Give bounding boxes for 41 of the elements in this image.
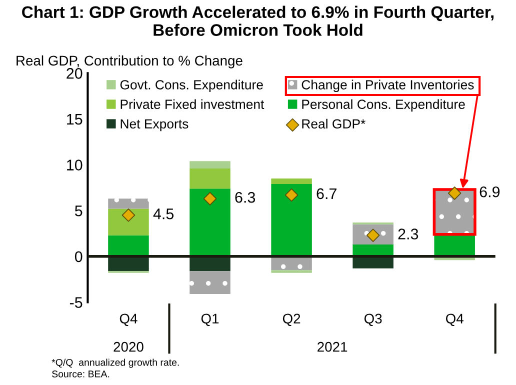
data-label: 6.3 [235, 192, 256, 203]
y-tick-label: -5 [70, 297, 82, 308]
legend-label: Private Fixed investment [120, 99, 264, 109]
legend-label: Govt. Cons. Expenditure [120, 80, 263, 92]
y-tick-label: 15 [67, 114, 82, 125]
text: 2020 [114, 342, 144, 352]
bar [190, 188, 230, 256]
point [203, 192, 217, 206]
bar [271, 270, 312, 273]
y-tick-label: 5 [74, 206, 82, 216]
bar [271, 178, 312, 184]
y-tick-label: 20 [66, 68, 82, 79]
legend-label: Personal Cons. Expenditure [302, 99, 465, 112]
point [284, 188, 298, 202]
x-tick-label: Q3 [364, 314, 382, 326]
bar [190, 161, 230, 168]
legend-label: Real GDP* [302, 118, 366, 129]
y-axis-title: Real GDP, Contribution to % Change [16, 55, 242, 68]
y-tick-label: 0 [74, 251, 82, 262]
data-label: 2.3 [398, 228, 418, 240]
legend-label: Net Exports [120, 119, 188, 132]
chart-title: Chart 1: GDP Growth Accelerated to 6.9% in Fourth Quarter, Before Omicron Took Hold [22, 6, 494, 36]
x-tick-label: Q2 [282, 314, 300, 326]
source-note: Source: BEA. [52, 370, 110, 378]
data-label: 6.9 [480, 186, 500, 198]
legend-label: Change in Private Inventories [302, 80, 474, 92]
point [448, 186, 462, 200]
x-tick-label: Q1 [201, 314, 219, 326]
data-label: 6.7 [316, 188, 336, 200]
x-tick-label: Q4 [120, 314, 138, 326]
text: 2021 [318, 342, 348, 352]
x-tick-label: Q4 [446, 314, 464, 326]
bar [190, 168, 230, 189]
data-label: 4.5 [153, 208, 174, 220]
bar [108, 198, 149, 209]
text: *Q/Q annualized growth rate. [52, 358, 179, 368]
bar [190, 271, 230, 294]
bar [108, 235, 149, 256]
y-tick-label: 10 [67, 160, 82, 170]
bar [108, 208, 149, 236]
bar [271, 184, 312, 256]
